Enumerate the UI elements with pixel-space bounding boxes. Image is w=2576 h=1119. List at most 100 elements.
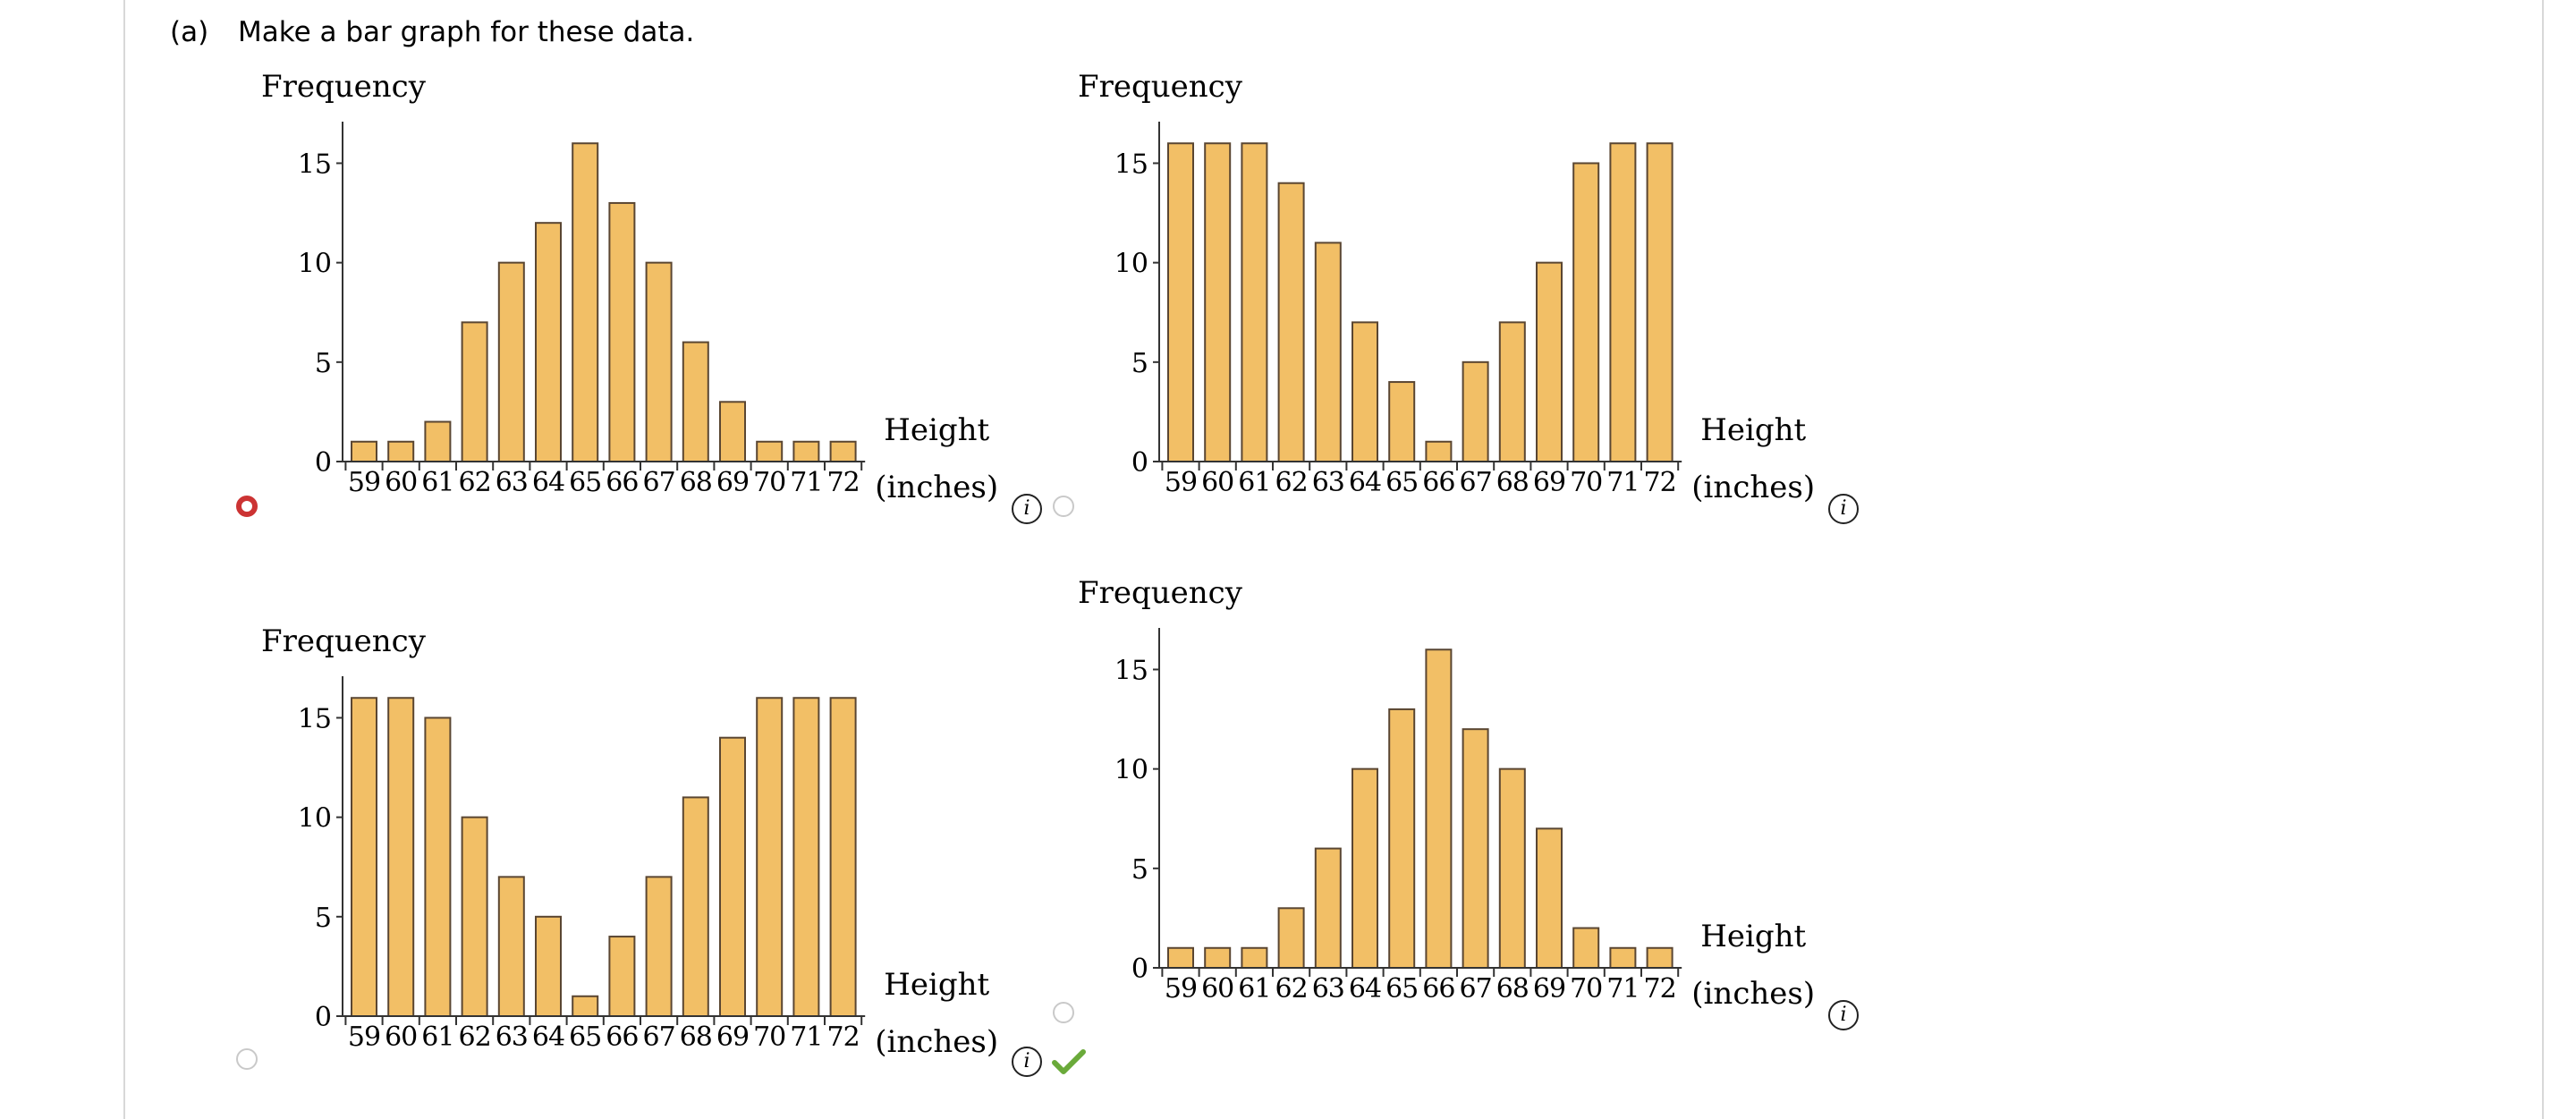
chart-2-bar-64 xyxy=(535,915,562,1017)
chart-2-x-tick-label-61: 61 xyxy=(421,1022,453,1053)
chart-2-x-tick-label-59: 59 xyxy=(348,1022,380,1053)
chart-0-x-tick-label-67: 67 xyxy=(643,467,675,498)
chart-0-bar-62 xyxy=(461,321,488,462)
chart-3-x-tick-label-63: 63 xyxy=(1312,973,1344,1005)
chart-2-bar-72 xyxy=(829,697,857,1017)
chart-0-bar-65 xyxy=(572,142,599,462)
chart-1-y-tick-label-15: 15 xyxy=(1114,148,1148,180)
chart-1-x-tick-label-67: 67 xyxy=(1460,467,1492,498)
chart-1-x-tick-label-68: 68 xyxy=(1496,467,1529,498)
chart-3-x-axis-unit: (inches) xyxy=(1691,976,1815,1012)
chart-0-x-tick-label-68: 68 xyxy=(680,467,712,498)
chart-3-y-tick-label-10: 10 xyxy=(1114,755,1148,786)
chart-1-bar-66 xyxy=(1425,440,1453,463)
chart-3-bar-62 xyxy=(1277,907,1305,970)
option-d-radio[interactable] xyxy=(1053,1002,1074,1023)
chart-0-x-tick-label-64: 64 xyxy=(532,467,564,498)
chart-2-x-tick-label-72: 72 xyxy=(827,1022,860,1053)
correct-check-icon xyxy=(1052,1049,1086,1074)
chart-3-y-axis-title: Frequency xyxy=(1078,575,1243,611)
chart-1-x-tick-label-59: 59 xyxy=(1165,467,1197,498)
option-b-info-icon[interactable]: i xyxy=(1828,494,1859,524)
chart-3-x-tick-label-62: 62 xyxy=(1275,973,1308,1005)
chart-3-bar-67 xyxy=(1462,728,1489,969)
chart-3-bar-69 xyxy=(1536,827,1563,969)
chart-0-x-tick-label-63: 63 xyxy=(496,467,528,498)
chart-3-bar-65 xyxy=(1388,708,1416,970)
chart-3-bar-72 xyxy=(1646,946,1674,970)
chart-2-bar-62 xyxy=(461,816,488,1017)
chart-0-x-axis-unit: (inches) xyxy=(875,470,998,505)
chart-0-x-tick-label-69: 69 xyxy=(716,467,749,498)
option-d-info-icon[interactable]: i xyxy=(1828,1000,1859,1030)
chart-3-x-tick-label-66: 66 xyxy=(1422,973,1454,1005)
chart-1-bar-60 xyxy=(1204,142,1232,462)
option-c-info-icon[interactable]: i xyxy=(1012,1047,1042,1077)
chart-1-x-axis-unit: (inches) xyxy=(1691,470,1815,505)
chart-0-x-tick-label-65: 65 xyxy=(569,467,601,498)
chart-2-x-tick-label-65: 65 xyxy=(569,1022,601,1053)
question-prompt: (a) Make a bar graph for these data. xyxy=(170,16,694,48)
chart-2-x-axis-unit: (inches) xyxy=(875,1024,998,1060)
chart-1-x-tick-label-65: 65 xyxy=(1385,467,1418,498)
chart-2-x-tick-label-62: 62 xyxy=(459,1022,491,1053)
chart-0-bar-61 xyxy=(424,420,452,463)
chart-1-bar-61 xyxy=(1241,142,1268,462)
chart-3-x-tick-label-72: 72 xyxy=(1644,973,1676,1005)
chart-2-y-axis-title: Frequency xyxy=(261,623,427,659)
chart-0-x-tick-label-61: 61 xyxy=(421,467,453,498)
chart-2-bar-59 xyxy=(351,697,377,1017)
chart-2-bar-63 xyxy=(497,876,525,1017)
chart-0-bar-60 xyxy=(387,440,415,463)
option-a-radio[interactable] xyxy=(236,496,258,517)
chart-2-x-tick-label-71: 71 xyxy=(790,1022,822,1053)
chart-3-x-tick-label-61: 61 xyxy=(1238,973,1270,1005)
chart-2-bar-69 xyxy=(719,736,746,1018)
option-c-radio[interactable] xyxy=(236,1048,258,1070)
chart-1-bar-72 xyxy=(1646,142,1674,462)
chart-0-bar-59 xyxy=(351,440,377,463)
chart-3-bar-71 xyxy=(1609,946,1637,970)
chart-1-bar-59 xyxy=(1167,142,1194,462)
chart-0-y-tick-label-10: 10 xyxy=(298,249,332,280)
chart-2-bar-71 xyxy=(792,697,820,1017)
chart-2-y-tick-label-10: 10 xyxy=(298,803,332,835)
chart-1-bar-65 xyxy=(1388,381,1416,463)
chart-3-x-tick-label-60: 60 xyxy=(1201,973,1233,1005)
chart-0-x-tick-label-72: 72 xyxy=(827,467,860,498)
chart-3-bar-63 xyxy=(1314,847,1342,969)
chart-3-x-tick-label-71: 71 xyxy=(1606,973,1639,1005)
chart-0-x-tick-label-59: 59 xyxy=(348,467,380,498)
chart-1-x-tick-label-70: 70 xyxy=(1570,467,1602,498)
option-a-info-icon[interactable]: i xyxy=(1012,494,1042,524)
chart-2-x-tick-label-70: 70 xyxy=(753,1022,785,1053)
chart-1-bar-63 xyxy=(1314,242,1342,462)
chart-1-y-axis-title: Frequency xyxy=(1078,69,1243,105)
option-b-radio[interactable] xyxy=(1053,496,1074,517)
chart-0-y-tick-label-0: 0 xyxy=(315,447,332,479)
chart-3-bar-60 xyxy=(1204,946,1232,970)
chart-0-bar-69 xyxy=(719,401,746,463)
chart-1-bar-71 xyxy=(1609,142,1637,462)
chart-2-y-tick-label-0: 0 xyxy=(315,1002,332,1033)
chart-0-x-tick-label-71: 71 xyxy=(790,467,822,498)
chart-1-x-tick-label-66: 66 xyxy=(1422,467,1454,498)
chart-0-y-tick-label-15: 15 xyxy=(298,148,332,180)
chart-3-bar-70 xyxy=(1572,927,1600,970)
chart-2-x-tick-label-63: 63 xyxy=(496,1022,528,1053)
chart-2-x-tick-label-60: 60 xyxy=(385,1022,417,1053)
question-text: Make a bar graph for these data. xyxy=(238,16,695,48)
chart-1-x-tick-label-69: 69 xyxy=(1533,467,1565,498)
chart-0-bar-64 xyxy=(535,222,562,462)
chart-2-bar-70 xyxy=(756,697,784,1017)
chart-1-x-axis-title: Height xyxy=(1700,412,1806,448)
chart-1-x-tick-label-61: 61 xyxy=(1238,467,1270,498)
chart-3-y-tick-label-0: 0 xyxy=(1131,954,1148,985)
chart-1-y-tick-label-0: 0 xyxy=(1131,447,1148,479)
chart-2-y-tick-label-15: 15 xyxy=(298,703,332,734)
chart-2-x-axis-title: Height xyxy=(884,967,989,1003)
chart-1-x-tick-label-72: 72 xyxy=(1644,467,1676,498)
